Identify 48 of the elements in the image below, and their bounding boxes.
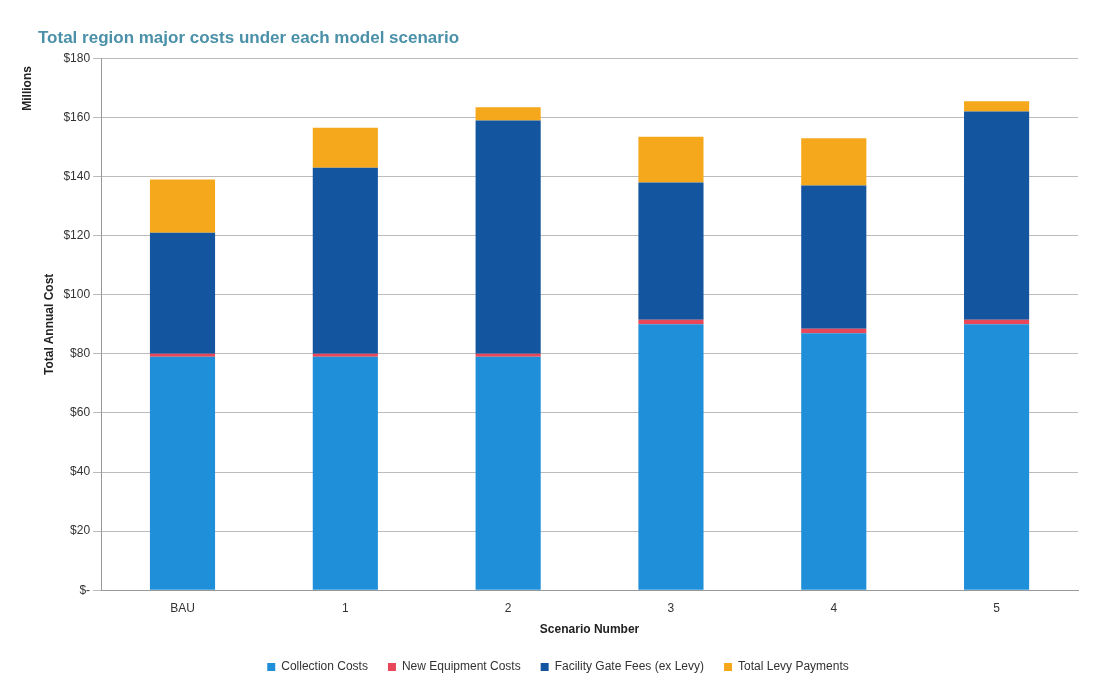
- y-tick-label: $100: [63, 287, 91, 302]
- y-tick-label: $40: [70, 464, 91, 479]
- y-tick-label: $180: [63, 50, 91, 65]
- bar: [801, 328, 867, 334]
- bar: [475, 356, 541, 590]
- bar: [638, 324, 704, 590]
- y-tick-label: $-: [79, 582, 91, 597]
- bar: [149, 179, 216, 233]
- bar: [638, 319, 704, 325]
- text: Millions: [20, 65, 35, 111]
- x-tick-label: 2: [504, 600, 512, 615]
- bar: [149, 356, 216, 590]
- bar: [149, 232, 216, 354]
- y-tick-label: $120: [63, 227, 91, 242]
- y-tick-label: $60: [70, 405, 91, 420]
- bar: [964, 319, 1030, 325]
- bar: [475, 120, 541, 354]
- bar: [475, 107, 541, 121]
- y-tick-label: $20: [70, 523, 91, 538]
- x-axis-title: Scenario Number: [539, 622, 640, 637]
- bar: [312, 353, 378, 357]
- bar: [312, 167, 378, 354]
- bar: [801, 185, 867, 329]
- bar: [964, 111, 1030, 320]
- bar: [312, 356, 378, 590]
- x-tick-label: 5: [993, 600, 1001, 615]
- bar: [638, 182, 704, 320]
- x-tick-label: 4: [830, 600, 838, 615]
- x-tick-label: 3: [667, 600, 675, 615]
- legend-label: Total Levy Payments: [738, 659, 849, 674]
- legend-label: Collection Costs: [281, 659, 368, 674]
- bar: [312, 127, 378, 168]
- y-axis-title: Total Annual Cost: [41, 273, 56, 375]
- legend-label: Facility Gate Fees (ex Levy): [554, 659, 705, 674]
- bar: [475, 353, 541, 357]
- bar: [801, 138, 867, 186]
- y-tick-label: $80: [70, 346, 91, 361]
- bar: [964, 324, 1030, 590]
- bar: [964, 101, 1030, 112]
- chart-title: Total region major costs under each model scenario: [38, 27, 460, 47]
- x-tick-label: BAU: [170, 600, 195, 615]
- y-tick-label: $140: [63, 168, 91, 183]
- bar: [638, 136, 704, 183]
- legend-label: New Equipment Costs: [401, 659, 521, 674]
- x-tick-label: 1: [341, 600, 349, 615]
- bar: [801, 333, 867, 590]
- bar: [149, 353, 216, 357]
- y-tick-label: $160: [63, 109, 91, 124]
